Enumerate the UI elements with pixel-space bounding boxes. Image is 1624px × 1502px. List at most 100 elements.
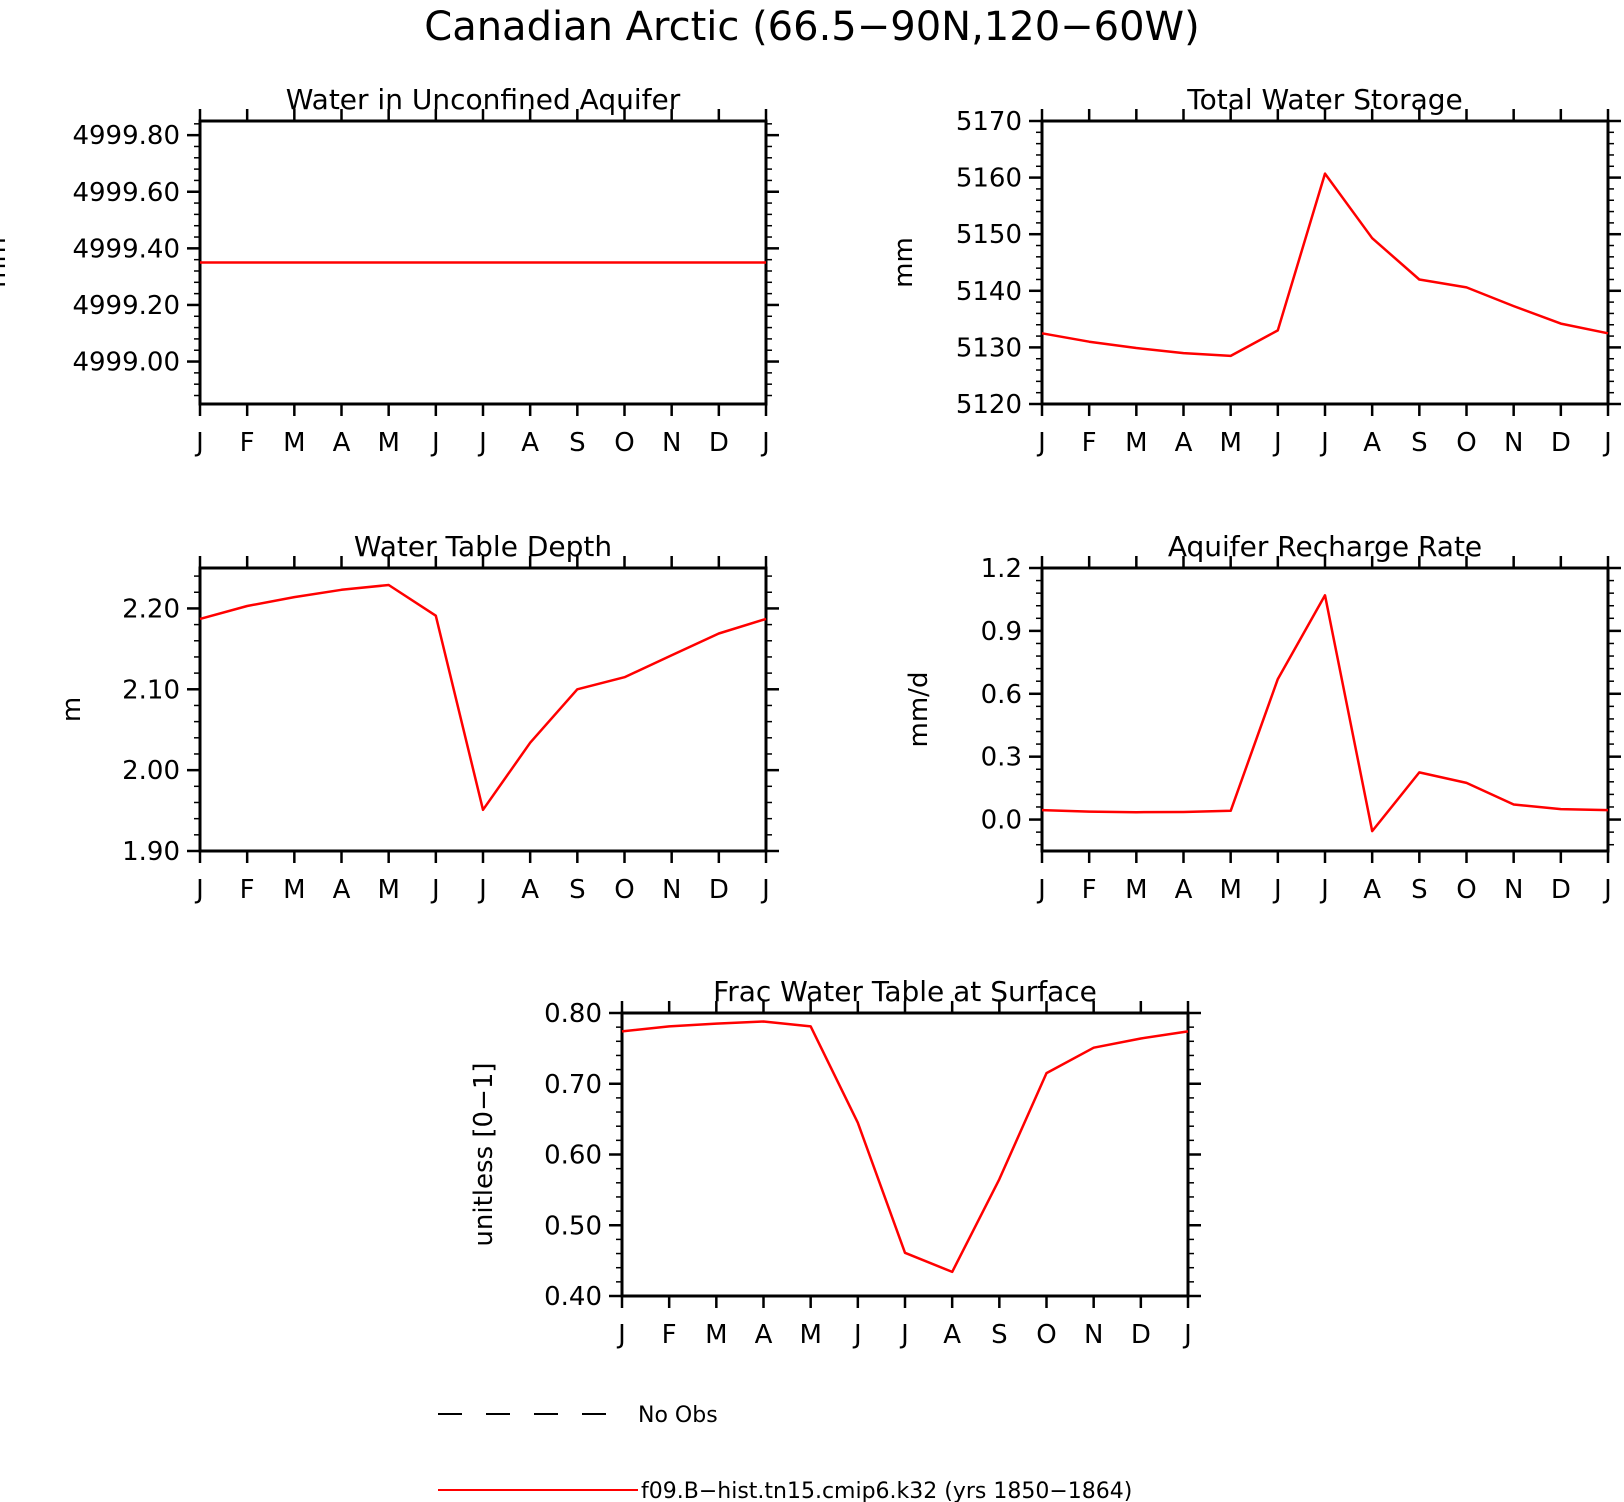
x-tick-label: O	[1456, 875, 1476, 905]
x-tick-label: A	[333, 428, 351, 458]
x-tick-label: J	[760, 428, 770, 458]
x-tick-label: M	[1125, 428, 1147, 458]
y-tick-label: 2.20	[122, 594, 180, 624]
x-tick-label: S	[569, 875, 586, 905]
y-tick-label: 2.10	[122, 675, 180, 705]
y-tick-label: 2.00	[122, 756, 180, 786]
y-tick-label: 5170	[956, 107, 1022, 137]
x-tick-label: S	[569, 428, 586, 458]
y-tick-label: 5130	[956, 333, 1022, 363]
x-tick-label: A	[1363, 875, 1381, 905]
x-tick-label: O	[614, 875, 634, 905]
x-tick-label: J	[1602, 875, 1612, 905]
x-tick-label: A	[943, 1320, 961, 1350]
y-tick-label: 4999.80	[72, 121, 180, 151]
y-tick-label: 1.2	[981, 554, 1022, 584]
y-axis-label: mm/d	[904, 672, 934, 748]
x-tick-label: J	[194, 428, 204, 458]
x-tick-label: D	[1131, 1320, 1151, 1350]
x-tick-label: O	[614, 428, 634, 458]
plot-frame	[1040, 566, 1610, 853]
legend-label: f09.B−hist.tn15.cmip6.k32 (yrs 1850−1864…	[641, 1479, 1132, 1502]
plot-frame	[1040, 119, 1610, 406]
x-tick-label: A	[1175, 428, 1193, 458]
x-tick-label: A	[755, 1320, 773, 1350]
x-tick-label: D	[709, 428, 729, 458]
y-tick-label: 5120	[956, 390, 1022, 420]
y-tick-label: 0.9	[981, 617, 1022, 647]
series-line	[621, 1020, 1189, 1274]
x-tick-label: A	[333, 875, 351, 905]
y-tick-label: 0.80	[544, 999, 602, 1029]
x-tick-label: S	[991, 1320, 1008, 1350]
y-tick-label: 0.40	[544, 1282, 602, 1312]
y-tick-label: 5140	[956, 277, 1022, 307]
x-tick-label: J	[899, 1320, 909, 1350]
x-tick-label: D	[709, 875, 729, 905]
x-tick-label: F	[240, 875, 255, 905]
x-tick-label: M	[283, 875, 305, 905]
y-tick-label: 0.3	[981, 743, 1022, 773]
x-tick-label: D	[1551, 428, 1571, 458]
x-tick-label: J	[194, 875, 204, 905]
x-tick-label: O	[1036, 1320, 1056, 1350]
x-tick-label: A	[521, 428, 539, 458]
x-tick-label: M	[377, 428, 399, 458]
y-tick-label: 0.6	[981, 680, 1022, 710]
x-tick-label: N	[1504, 428, 1523, 458]
x-tick-label: A	[1363, 428, 1381, 458]
y-axis-label: unitless [0−1]	[469, 1062, 499, 1246]
x-tick-label: J	[1602, 428, 1612, 458]
x-tick-label: N	[1084, 1320, 1103, 1350]
x-tick-label: J	[852, 1320, 862, 1350]
x-tick-label: S	[1411, 428, 1428, 458]
x-tick-label: O	[1456, 428, 1476, 458]
x-tick-label: J	[1319, 428, 1329, 458]
legend-label: No Obs	[638, 1403, 718, 1428]
x-tick-label: J	[430, 428, 440, 458]
x-tick-label: J	[477, 875, 487, 905]
x-tick-label: A	[1175, 875, 1193, 905]
x-tick-label: J	[477, 428, 487, 458]
x-tick-label: J	[430, 875, 440, 905]
x-tick-label: N	[662, 428, 681, 458]
y-tick-label: 4999.00	[72, 348, 180, 378]
x-tick-label: M	[283, 428, 305, 458]
y-axis-label: m	[57, 697, 87, 722]
x-tick-label: F	[1082, 428, 1097, 458]
x-tick-label: F	[662, 1320, 677, 1350]
series-line	[199, 583, 767, 812]
y-tick-label: 0.70	[544, 1070, 602, 1100]
x-tick-label: M	[1125, 875, 1147, 905]
y-tick-label: 1.90	[122, 837, 180, 867]
x-tick-label: J	[1272, 875, 1282, 905]
x-tick-label: M	[1219, 875, 1241, 905]
x-tick-label: F	[240, 428, 255, 458]
y-tick-label: 4999.60	[72, 178, 180, 208]
x-tick-label: N	[662, 875, 681, 905]
y-tick-label: 0.0	[981, 806, 1022, 836]
y-tick-label: 4999.40	[72, 234, 180, 264]
x-tick-label: M	[1219, 428, 1241, 458]
x-tick-label: J	[616, 1320, 626, 1350]
x-tick-label: J	[1036, 875, 1046, 905]
x-tick-label: J	[760, 875, 770, 905]
legend: No Obs f09.B−hist.tn15.cmip6.k32 (yrs 185…	[438, 1403, 1132, 1502]
x-tick-label: J	[1036, 428, 1046, 458]
x-tick-label: M	[377, 875, 399, 905]
y-tick-label: 4999.20	[72, 291, 180, 321]
x-tick-label: S	[1411, 875, 1428, 905]
series-line	[1041, 594, 1609, 833]
x-tick-label: J	[1319, 875, 1329, 905]
x-tick-label: A	[521, 875, 539, 905]
x-tick-label: F	[1082, 875, 1097, 905]
y-tick-label: 0.50	[544, 1211, 602, 1241]
x-tick-label: J	[1272, 428, 1282, 458]
y-tick-label: 5150	[956, 220, 1022, 250]
series-line	[1041, 172, 1609, 358]
